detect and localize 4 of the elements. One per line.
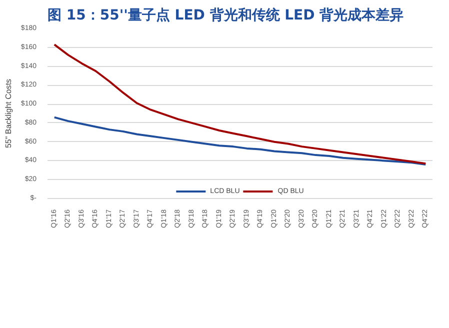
chart-title: 图 15：55''量子点 LED 背光和传统 LED 背光成本差异 <box>48 6 404 24</box>
line-series <box>53 44 427 165</box>
line-series <box>53 116 427 166</box>
y-axis-title: 55" Backlight Costs <box>4 78 13 148</box>
